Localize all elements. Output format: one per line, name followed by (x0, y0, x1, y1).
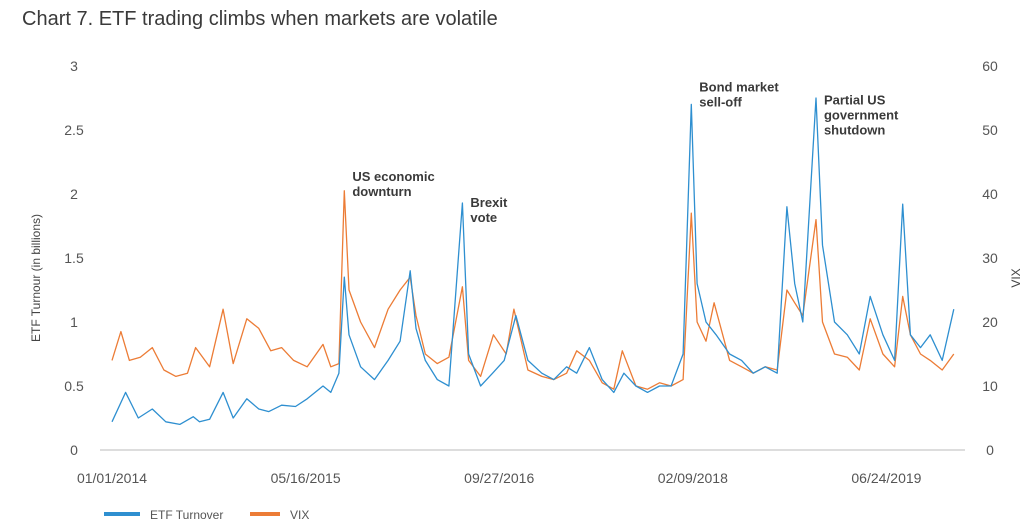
y-left-axis-title: ETF Turnour (in billions) (29, 214, 43, 342)
x-tick-label: 09/27/2016 (464, 470, 534, 486)
y-left-tick-label: 0.5 (64, 378, 84, 394)
annotation-label: downturn (352, 184, 411, 199)
y-right-tick-label: 60 (982, 58, 998, 74)
x-tick-label: 01/01/2014 (77, 470, 147, 486)
annotation-label: Brexit (470, 195, 508, 210)
vix-series-line (111, 190, 955, 390)
y-left-tick-label: 2.5 (64, 122, 84, 138)
y-right-tick-label: 30 (982, 250, 998, 266)
legend-etf-label: ETF Turnover (150, 508, 223, 522)
y-right-axis-title: VIX (1009, 268, 1023, 287)
etf-turnover-series-line (111, 97, 955, 426)
y-left-tick-label: 2 (70, 186, 78, 202)
legend-vix-label: VIX (290, 508, 309, 522)
y-left-tick-label: 1 (70, 314, 78, 330)
y-right-tick-label: 40 (982, 186, 998, 202)
legend-group: ETF Turnover VIX (104, 508, 309, 522)
annotation-label: vote (470, 210, 497, 225)
annotation-label: Partial US (824, 92, 886, 107)
y-right-tick-label: 0 (986, 442, 994, 458)
annotation-label: Bond market (699, 80, 779, 95)
y-right-tick-label: 20 (982, 314, 998, 330)
x-tick-label: 02/09/2018 (658, 470, 728, 486)
y-right-tick-label: 50 (982, 122, 998, 138)
y-left-tick-label: 0 (70, 442, 78, 458)
y-right-tick-label: 10 (982, 378, 998, 394)
x-tick-label: 06/24/2019 (851, 470, 921, 486)
x-tick-label: 05/16/2015 (271, 470, 341, 486)
y-left-tick-label: 3 (70, 58, 78, 74)
series-group (111, 97, 955, 426)
annotation-label: government (824, 107, 899, 122)
annotation-label: US economic (352, 169, 434, 184)
annotation-label: shutdown (824, 122, 885, 137)
annotation-label: sell-off (699, 95, 742, 110)
chart-title: Chart 7. ETF trading climbs when markets… (22, 8, 498, 30)
y-left-tick-label: 1.5 (64, 250, 84, 266)
